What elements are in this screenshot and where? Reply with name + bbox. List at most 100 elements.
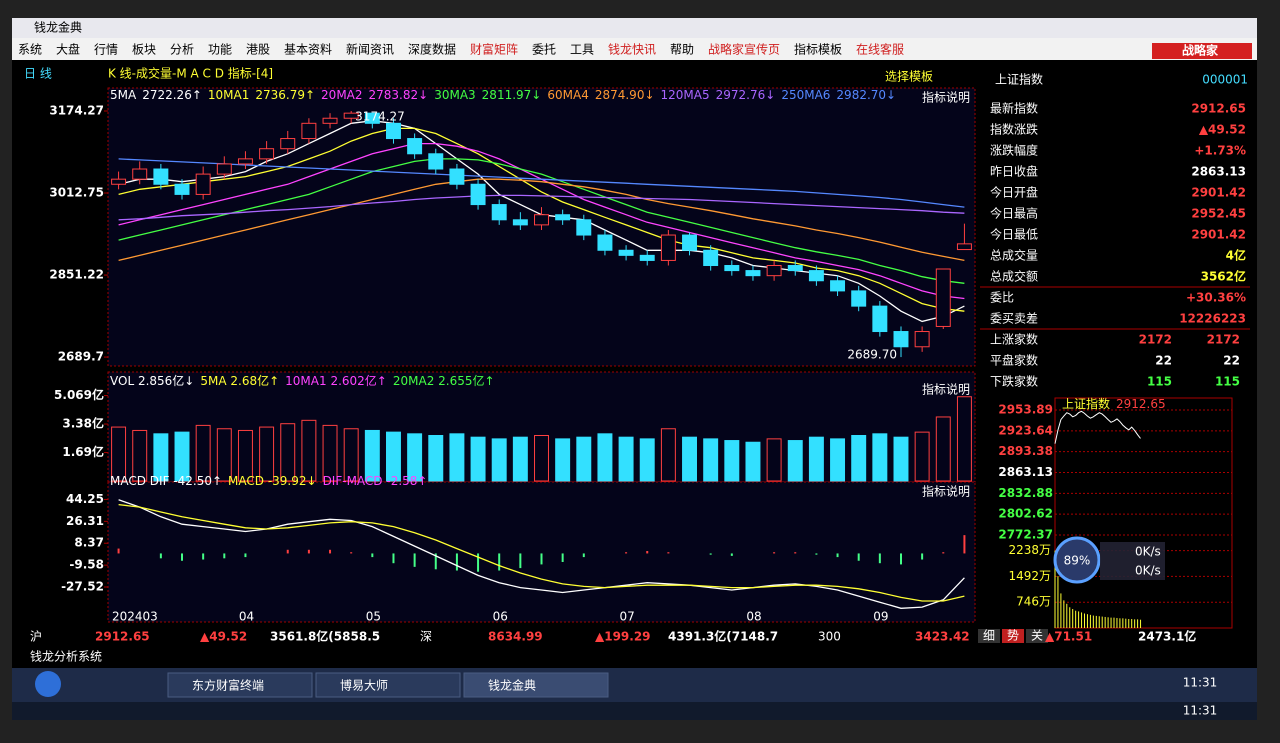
candle-body [470,183,486,206]
period[interactable]: 日 线 [24,67,52,81]
taskbar-app[interactable] [463,672,609,698]
x-tick-label: 06 [493,610,508,624]
volume-bar [195,424,211,482]
legend-item: 10MA1 2.602亿↑ [285,373,387,388]
start-button[interactable] [35,671,61,697]
taskbar-app-label[interactable]: 东方财富终端 [192,678,264,693]
brand[interactable]: 战略家 [1182,43,1219,58]
candle-body [808,270,824,282]
menu-item[interactable]: 钱龙快讯 [608,42,656,57]
status-value: 8634.99 [488,630,543,644]
x-tick-label: 05 [366,610,381,624]
quote-value: 115 [1215,375,1240,389]
candle-body [428,153,444,170]
menu-item[interactable]: 在线客服 [856,42,904,57]
status-value: 3423.42 [915,630,970,644]
legend: 5MA 2722.26↑ 10MA1 2736.79↑ 20MA2 2783.82↓ 30M… [110,88,896,102]
menu-item[interactable]: 工具 [570,43,594,57]
candle-body [893,331,909,348]
volume-bar [618,436,634,482]
tab-label[interactable]: 细 [983,629,995,643]
menu-item[interactable]: 战略家宣传页 [708,42,780,57]
volume-bar [216,428,232,482]
candle-body [576,219,592,236]
volume-bar [428,435,444,482]
quote-label: 今日开盘 [990,185,1038,200]
status-amount: 3561.8亿(5858.5 [270,629,380,644]
quote-value: +1.73% [1194,144,1246,158]
volume-tick-label: 1492万 [1008,569,1051,583]
y-tick-label: 2802.62 [998,507,1053,521]
menu-item[interactable]: 港股 [246,43,270,57]
volume-bar [724,440,740,482]
candle-body [512,219,528,226]
tab-label[interactable]: 关 [1031,629,1043,643]
menu-item[interactable]: 基本资料 [284,43,332,57]
legend-item: 2982.70↓ [836,88,896,102]
legend-item: DIF-MACD -2.58↑ [323,474,428,488]
x-tick-label: 04 [239,610,254,624]
menu-item[interactable]: 指标模板 [794,42,842,57]
y-tick-label: -27.52 [61,580,104,594]
tab[interactable] [978,629,1000,643]
menu-item[interactable]: 委托 [532,43,556,57]
status-amount: 4391.3亿(7148.7 [668,629,778,644]
quote-value: 22 [1155,354,1172,368]
panel-frame [107,481,976,623]
legend-item: 2972.76↓ [716,88,776,102]
volume-bar [682,436,698,482]
legend-item: 250MA6 [781,88,830,102]
info-button[interactable]: 指标说明 [922,382,970,397]
macd-line [118,499,965,609]
menu-item[interactable]: 分析 [170,43,194,57]
volume-bar [343,428,359,482]
volume-bar [914,431,930,482]
tab-label[interactable]: 势 [1007,629,1019,643]
volume-bar [872,433,888,482]
menu-item[interactable]: 帮助 [670,43,694,57]
info-button[interactable]: 指标说明 [922,484,970,499]
candle-body [914,331,930,348]
status-value: 2912.65 [95,630,150,644]
volume-bar [364,429,380,482]
volume-bar [851,435,867,482]
tab[interactable] [1002,629,1024,643]
menu-item[interactable]: 深度数据 [408,42,456,57]
status-market: 沪 [30,630,42,644]
candle-body [259,148,275,160]
menu-item[interactable]: 功能 [208,43,232,57]
legend-item: 2783.82↓ [369,88,429,102]
legend: VOL 2.856亿↓ 5MA 2.68亿↑ 10MA1 2.602亿↑ 20MA2 … [110,373,495,388]
menu-item[interactable]: 新闻资讯 [346,42,394,57]
x-tick-label: 08 [746,610,761,624]
volume-bar [111,426,127,482]
menu-item[interactable]: 板块 [132,43,156,57]
menu-item[interactable]: 财富矩阵 [470,42,518,57]
ma-line [118,158,965,284]
candle-body [555,214,571,221]
volume-bar [597,433,613,482]
y-tick-label: 2689.7 [58,350,104,364]
y-tick-label: 8.37 [74,536,104,550]
tab[interactable] [1026,629,1048,643]
taskbar-app-label[interactable]: 钱龙金典 [488,678,536,693]
candle-body [703,249,719,267]
menu-item[interactable]: 大盘 [56,42,80,57]
intraday-last: 2912.65 [1116,397,1166,411]
candle-body [216,163,232,175]
taskbar-app[interactable] [167,672,313,698]
volume-bar [935,416,951,482]
quote-label: 总成交量 [990,248,1038,263]
legend: MACD DIF -42.50↑ MACD -39.92↓ DIF-MACD -2.… [110,474,427,488]
taskbar-app-label[interactable]: 博易大师 [340,678,388,693]
taskbar-app[interactable] [315,672,461,698]
template-select[interactable]: 选择模板 [885,70,933,84]
menu-item[interactable]: 系统 [18,43,42,57]
quote-value: 4亿 [1226,248,1246,263]
info-button[interactable]: 指标说明 [922,90,970,105]
candle-body [597,234,613,251]
volume-bar [787,440,803,482]
menu-item[interactable]: 行情 [94,43,118,57]
y-tick-label: 2863.13 [998,465,1053,479]
